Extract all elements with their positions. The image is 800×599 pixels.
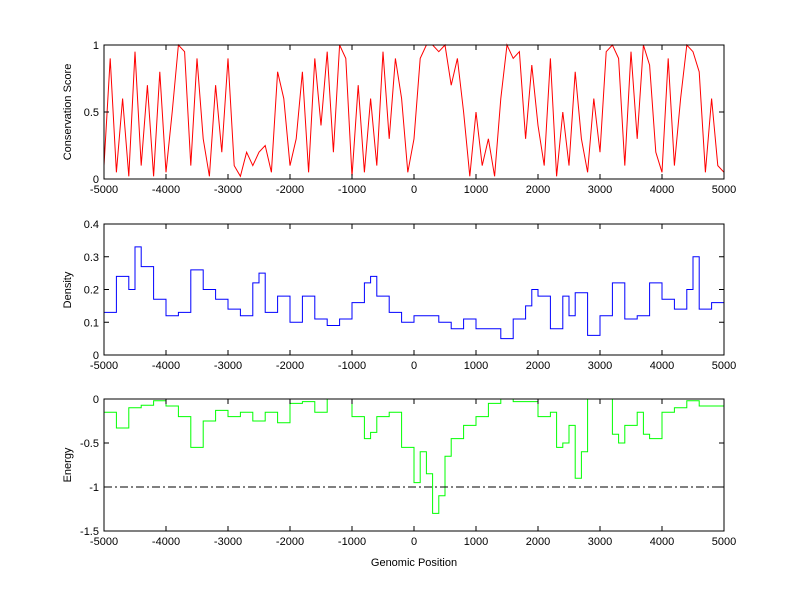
density-y-tick-label: 0.3	[84, 252, 99, 264]
conservation-y-tick-label: 0.5	[84, 107, 99, 119]
conservation-x-tick-label: -1000	[338, 184, 366, 196]
density-y-tick-label: 0.2	[84, 285, 99, 297]
energy-series-line	[104, 398, 725, 514]
density-y-tick-label: 0	[93, 350, 99, 362]
energy-y-tick-label: -0.5	[80, 438, 99, 450]
conservation-series-line	[103, 43, 725, 178]
energy-x-tick-label: 4000	[650, 536, 674, 548]
density-x-tick-label: 1000	[464, 360, 488, 372]
conservation-x-tick-label: 1000	[464, 184, 488, 196]
energy-ylabel: Energy	[62, 447, 74, 482]
conservation-x-tick-label: -2000	[276, 184, 304, 196]
conservation-x-tick-label: 5000	[712, 184, 736, 196]
conservation-x-tick-label: 0	[411, 184, 417, 196]
conservation-y-tick-label: 1	[93, 40, 99, 52]
energy-x-tick-label: 2000	[526, 536, 550, 548]
conservation-x-tick-label: 2000	[526, 184, 550, 196]
density-y-tick-label: 0.4	[84, 219, 99, 231]
conservation-x-tick-label: -5000	[90, 184, 118, 196]
energy-x-tick-label: -3000	[214, 536, 242, 548]
density-x-tick-label: -4000	[152, 360, 180, 372]
conservation-x-tick-label: -4000	[152, 184, 180, 196]
energy-xlabel: Genomic Position	[371, 557, 457, 569]
conservation-score-axes: Conservation Score -5000 -4000 -3000 -2000 -…	[62, 40, 736, 196]
energy-y-tick-label: -1.5	[80, 526, 99, 538]
density-x-tick-label: 4000	[650, 360, 674, 372]
density-x-tick-label: -5000	[90, 360, 118, 372]
density-x-tick-label: 2000	[526, 360, 550, 372]
density-axes-box	[103, 223, 725, 356]
energy-x-tick-label: 1000	[464, 536, 488, 548]
energy-y-tick-label: -1	[89, 482, 99, 494]
energy-x-tick-label: -2000	[276, 536, 304, 548]
energy-x-tick-label: -4000	[152, 536, 180, 548]
density-x-tick-label: -3000	[214, 360, 242, 372]
energy-x-tick-label: -5000	[90, 536, 118, 548]
conservation-x-tick-label: 3000	[588, 184, 612, 196]
density-x-tick-label: -1000	[338, 360, 366, 372]
conservation-ylabel: Conservation Score	[62, 64, 74, 161]
density-axes: Density -5000 -4000 -3000 -2000 -1000 0 1000 20…	[62, 219, 736, 372]
density-x-tick-label: 5000	[712, 360, 736, 372]
density-ylabel: Density	[62, 271, 74, 308]
energy-x-tick-label: 5000	[712, 536, 736, 548]
density-y-tick-label: 0.1	[84, 317, 99, 329]
density-x-tick-label: 3000	[588, 360, 612, 372]
energy-axes: Energy Genomic Position -5000 -4000 -3000 -…	[62, 394, 736, 569]
density-x-tick-label: -2000	[276, 360, 304, 372]
density-x-tick-label: 0	[411, 360, 417, 372]
conservation-x-tick-label: -3000	[214, 184, 242, 196]
conservation-x-tick-label: 4000	[650, 184, 674, 196]
energy-y-tick-label: 0	[93, 394, 99, 406]
density-series-line	[104, 246, 725, 340]
energy-x-tick-label: -1000	[338, 536, 366, 548]
energy-x-tick-label: 0	[411, 536, 417, 548]
energy-x-tick-label: 3000	[588, 536, 612, 548]
conservation-y-tick-label: 0	[93, 174, 99, 186]
